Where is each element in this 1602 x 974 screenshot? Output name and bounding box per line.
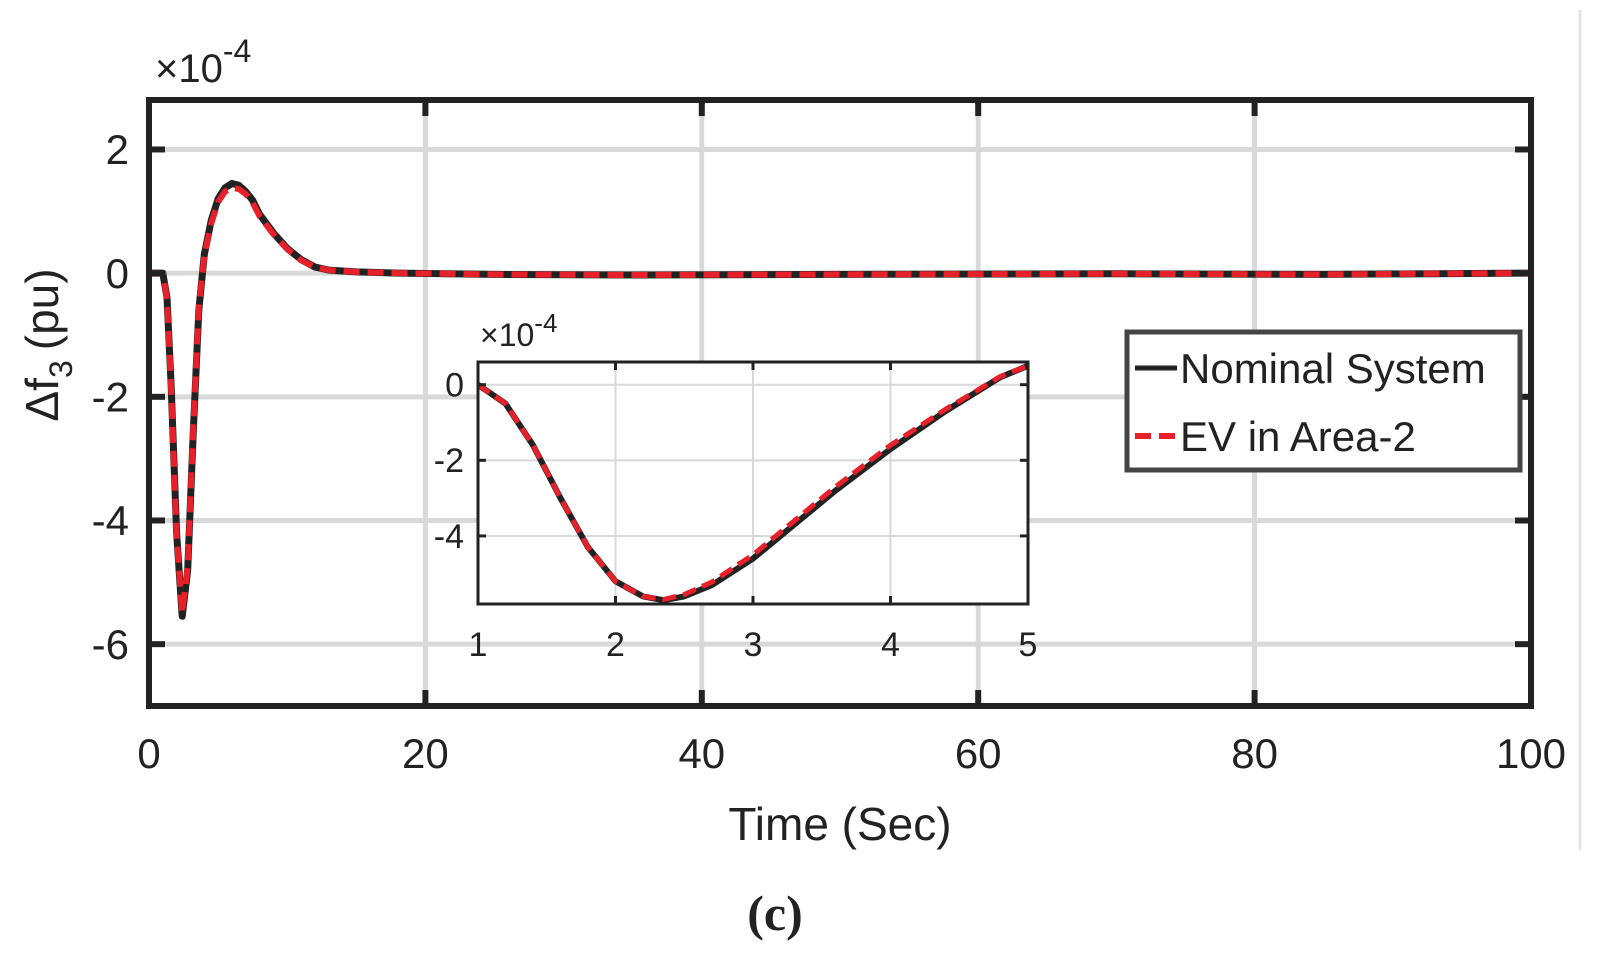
inset-series-ev-in-area-2 xyxy=(476,363,1029,602)
main-ytick-label: -4 xyxy=(92,497,129,544)
main-xtick-label: 40 xyxy=(678,730,725,777)
inset-xtick-label: 4 xyxy=(881,626,900,664)
y-label-subscript: 3 xyxy=(43,360,79,378)
inset-y-multiplier: ×10-4 xyxy=(480,308,557,353)
main-ytick-label: 2 xyxy=(106,126,129,173)
inset-xtick-label: 2 xyxy=(606,626,625,664)
y-label-unit: (pu) xyxy=(16,268,68,350)
main-xtick-label: 0 xyxy=(137,730,160,777)
main-xtick-label: 60 xyxy=(955,730,1002,777)
inset-y-multiplier-exponent: -4 xyxy=(534,308,557,338)
legend-box xyxy=(1124,329,1523,473)
main-xtick-label: 20 xyxy=(402,730,449,777)
inset-chart: 1 2 3 4 5 -4 -2 0 ×10-4 xyxy=(434,308,1038,664)
main-y-multiplier: ×10-4 xyxy=(155,33,251,91)
main-y-axis-label: Δf3 (pu) xyxy=(16,268,79,421)
inset-ytick-label: 0 xyxy=(445,367,464,405)
inset-ytick-label: -4 xyxy=(434,518,464,556)
inset-xtick-label: 5 xyxy=(1019,626,1038,664)
inset-ticks: 1 2 3 4 5 -4 -2 0 xyxy=(434,362,1038,664)
main-lines xyxy=(149,180,1532,620)
legend-label-nominal: Nominal System xyxy=(1180,345,1486,392)
main-ytick-label: -2 xyxy=(92,374,129,421)
main-series-ev-in-area-2 xyxy=(149,184,1532,617)
main-xtick-label: 100 xyxy=(1496,730,1566,777)
legend-label-ev: EV in Area-2 xyxy=(1180,413,1416,460)
legend: Nominal System EV in Area-2 xyxy=(1124,329,1523,473)
inset-xtick-label: 1 xyxy=(469,626,488,664)
inset-xtick-label: 3 xyxy=(744,626,763,664)
main-ytick-label: 0 xyxy=(106,250,129,297)
inset-ytick-label: -2 xyxy=(434,442,464,480)
inset-grid xyxy=(478,362,1028,604)
main-y-multiplier-exponent: -4 xyxy=(223,33,251,69)
main-xtick-label: 80 xyxy=(1231,730,1278,777)
y-label-delta-f: Δf xyxy=(16,378,68,422)
main-chart: 0 20 40 60 80 100-6-4-202 ×10-4 Δf3(pu) Time … xyxy=(16,33,1566,850)
main-x-axis-label: Time (Sec) xyxy=(728,798,951,850)
main-ticks: 0 20 40 60 80 100-6-4-202 xyxy=(92,100,1566,777)
main-ytick-label: -6 xyxy=(92,621,129,668)
figure-caption: (c) xyxy=(747,885,803,941)
inset-lines xyxy=(476,363,1030,604)
main-plot-frame xyxy=(146,97,1534,709)
